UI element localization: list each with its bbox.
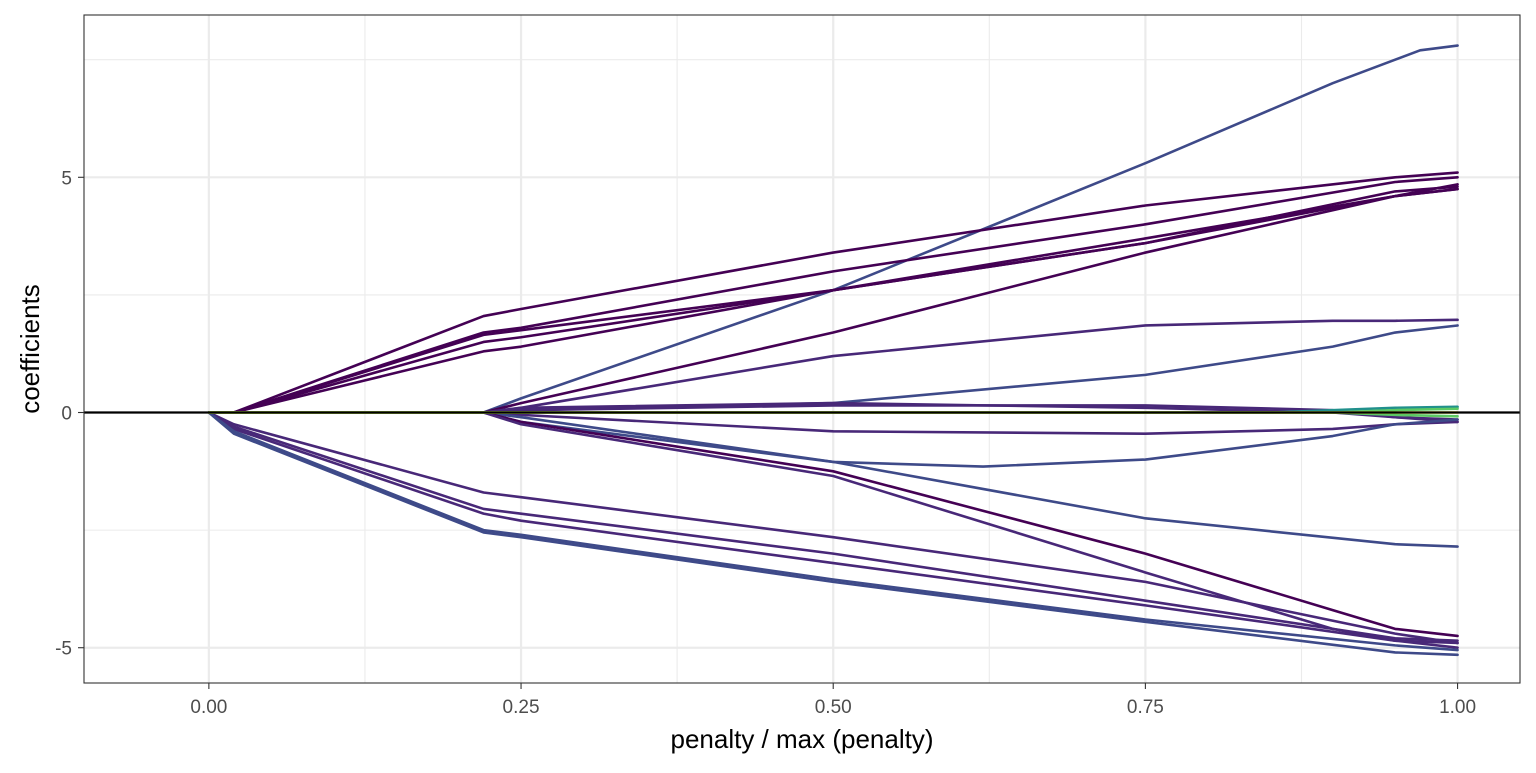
x-tick-label: 1.00 [1439,697,1476,718]
x-tick-label: 0.00 [190,697,227,718]
y-tick-label: -5 [55,639,72,660]
x-tick-label: 0.50 [815,697,852,718]
series-line-6 [207,187,1459,414]
y-tick-label: 0 [61,404,72,425]
series-line-18 [207,411,1459,642]
x-tick-label: 0.25 [503,697,540,718]
panel-border [83,14,1521,684]
series-layer [207,44,1459,657]
series-line-2 [207,171,1459,414]
x-tick-label: 0.75 [1127,697,1164,718]
series-line-17 [207,411,1459,645]
series-line-20 [207,411,1459,652]
y-tick-label: 5 [61,168,72,189]
x-axis-label: penalty / max (penalty) [670,724,933,754]
axis-layer: 0.00 0.25 0.50 0.75 1.00 -5 0 5 [55,168,1476,718]
series-line-21 [207,411,1459,657]
series-line-19 [207,411,1459,650]
y-axis-label: coefficients [15,284,45,414]
